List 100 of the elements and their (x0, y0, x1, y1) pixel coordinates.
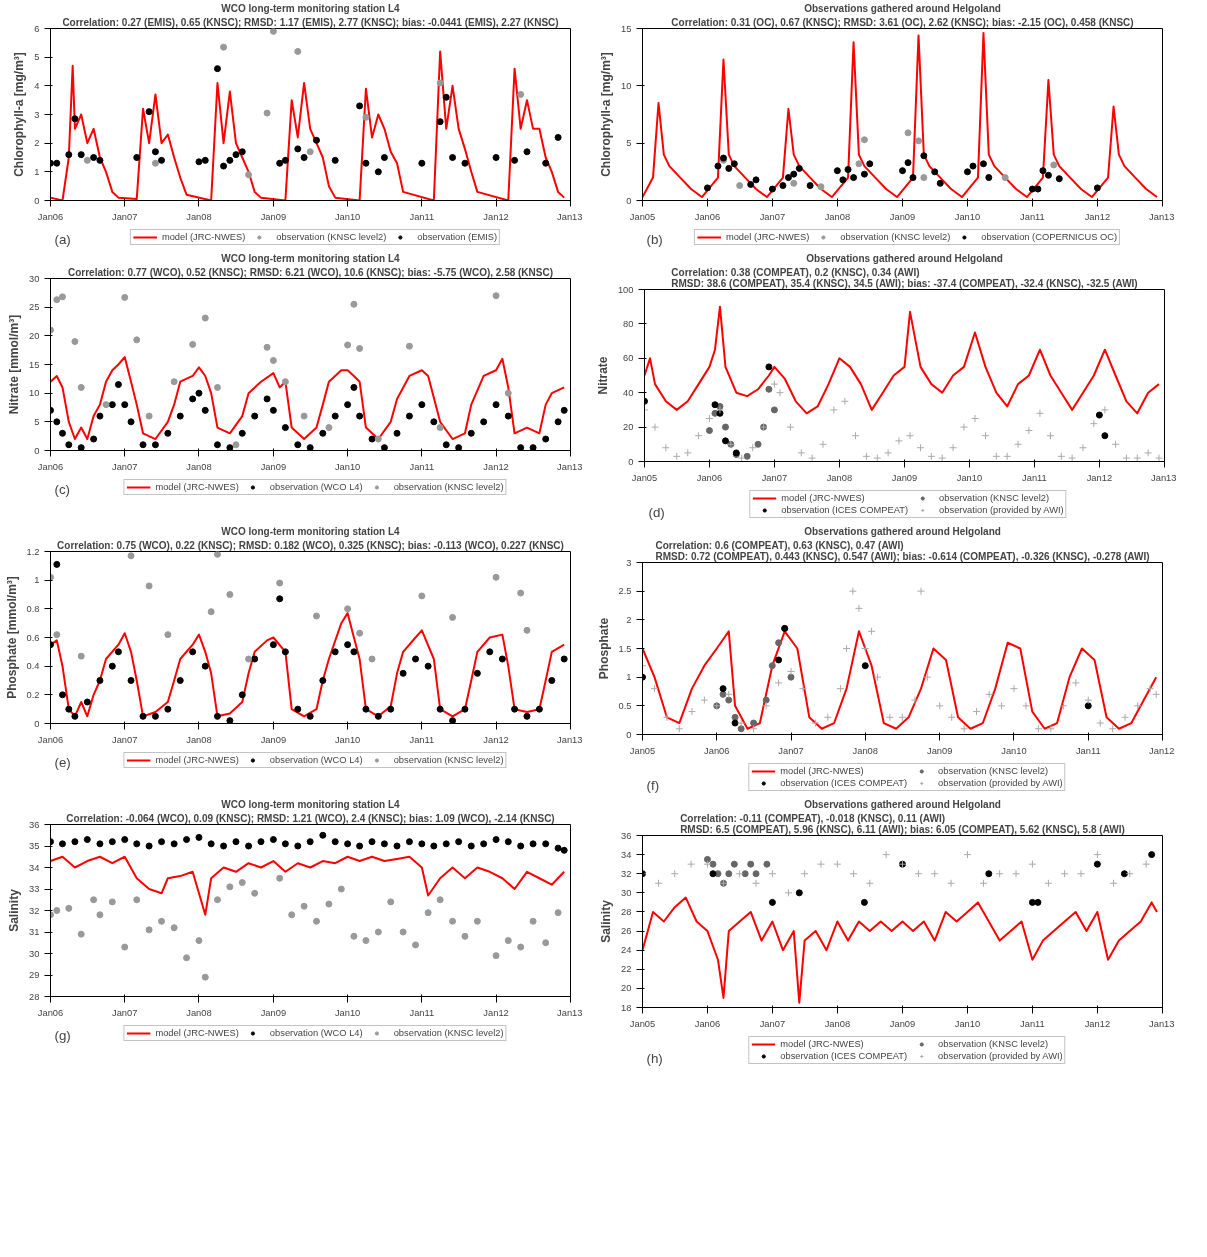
chart-title: WCO long-term monitoring station L4 (221, 3, 401, 14)
legend-label: observation (KNSC level2) (393, 482, 504, 492)
x-tick-label: Jan09 (927, 745, 953, 756)
x-tick-label: Jan06 (37, 211, 64, 222)
legend-label: observation (WCO L4) (269, 755, 363, 765)
x-tick-label: Jan12 (1084, 211, 1111, 222)
y-tick-label: 60 (623, 353, 634, 364)
x-tick-label: Jan08 (186, 211, 212, 222)
legend-label: observation (KNSC level2) (939, 493, 1050, 503)
y-tick-label: 30 (621, 887, 632, 898)
x-tick-label: Jan09 (260, 1007, 287, 1018)
y-tick-label: 2.5 (618, 586, 632, 597)
y-tick-label: 1 (34, 575, 40, 586)
y-tick-label: 1.2 (26, 546, 40, 557)
legend-label: observation (EMIS) (417, 232, 498, 242)
x-tick-label: Jan10 (954, 1018, 981, 1029)
x-tick-label: Jan12 (483, 1007, 509, 1018)
y-tick-label: 0.8 (26, 603, 40, 614)
chart-subtitle: Correlation: 0.38 (COMPEAT), 0.2 (KNSC), 0.34 (AWI) RMSD: 38.6 (COMPEAT), 35.4 (KNSC), 34.5 (AWI); bias: -37.4 (COMPEAT), -32.4 (KNSC), -32.5 (AWI) (671, 267, 1138, 289)
y-tick-label: 34 (621, 849, 632, 860)
x-tick-label: Jan11 (409, 1007, 435, 1018)
y-tick-label: 0 (34, 718, 40, 729)
x-tick-label: Jan09 (891, 472, 918, 483)
y-tick-label: 5 (34, 416, 40, 427)
chart-title: WCO long-term monitoring station L4 (221, 253, 401, 264)
y-tick-label: 0.2 (26, 689, 40, 700)
text: (d) (648, 504, 665, 520)
chart-subtitle: Correlation: -0.064 (WCO), 0.09 (KNSC); RMSD: 1.21 (WCO), 2.4 (KNSC); bias: 1.09 (WCO), -2.14 (KNSC) (66, 813, 555, 824)
x-tick-label: Jan12 (483, 211, 509, 222)
x-tick-label: Jan13 (557, 461, 583, 472)
x-tick-label: Jan10 (334, 461, 361, 472)
x-tick-label: Jan12 (483, 734, 509, 745)
y-tick-label: 0 (628, 456, 634, 467)
y-tick-label: 0 (34, 445, 40, 456)
y-tick-label: 15 (621, 23, 632, 34)
x-tick-label: Jan13 (1149, 1018, 1175, 1029)
y-tick-label: 10 (29, 388, 40, 399)
legend-label: observation (provided by AWI) (939, 505, 1064, 515)
x-tick-label: Jan06 (694, 1018, 721, 1029)
x-tick-label: Jan07 (112, 211, 138, 222)
y-tick-label: 5 (626, 138, 632, 149)
chart-title: Observations gathered around Helgoland (806, 253, 1003, 264)
x-tick-label: Jan07 (112, 461, 138, 472)
chart-subtitle: Correlation: 0.6 (COMPEAT), 0.63 (KNSC), 0.47 (AWI) RMSD: 0.72 (COMPEAT), 0.443 (KNSC), 0.547 (AWI); bias: -0.614 (COMPEAT), -0.326 (KNSC), -0.278 (AWI) (655, 540, 1150, 562)
x-tick-label: Jan08 (826, 472, 853, 483)
x-tick-label: Jan07 (112, 1007, 138, 1018)
y-tick-label: 0 (34, 195, 40, 206)
legend-label: observation (ICES COMPEAT) (780, 1051, 908, 1061)
x-tick-label: Jan11 (409, 461, 435, 472)
y-tick-label: 31 (29, 927, 40, 937)
y-tick-label: 26 (621, 926, 632, 937)
legend-label: observation (ICES COMPEAT) (780, 778, 908, 788)
y-tick-label: 20 (623, 422, 634, 433)
y-tick-label: 80 (623, 318, 634, 329)
y-tick-label: 2 (626, 614, 632, 625)
x-tick-label: Jan08 (186, 461, 212, 472)
chart-title: Observations gathered around Helgoland (804, 3, 1001, 14)
legend-label: observation (WCO L4) (269, 1028, 363, 1038)
y-tick-label: 20 (621, 983, 632, 994)
y-tick-label: 1 (626, 672, 632, 683)
x-tick-label: Jan06 (696, 472, 723, 483)
text: (b) (646, 231, 663, 247)
y-tick-label: 20 (29, 330, 40, 341)
x-tick-label: Jan11 (1022, 472, 1047, 483)
legend-label: model (JRC-NWES) (161, 232, 246, 242)
x-tick-label: Jan08 (824, 1018, 851, 1029)
legend-label: observation (KNSC level2) (276, 232, 387, 242)
x-tick-label: Jan05 (629, 745, 656, 756)
legend-label: model (JRC-NWES) (155, 1028, 239, 1038)
x-tick-label: Jan07 (778, 745, 804, 756)
y-tick-label: 2 (34, 138, 40, 149)
y-axis-title: Chlorophyll-a [mg/m³] (599, 52, 614, 177)
x-tick-label: Jan06 (37, 734, 64, 745)
legend-label: observation (WCO L4) (269, 482, 363, 492)
y-axis-title: Nitrate [mmol/m³] (7, 314, 22, 415)
x-tick-label: Jan09 (260, 461, 287, 472)
x-tick-label: Jan05 (629, 211, 656, 222)
x-tick-label: Jan09 (889, 211, 916, 222)
x-tick-label: Jan05 (629, 1018, 656, 1029)
chart-subtitle: Correlation: 0.75 (WCO), 0.22 (KNSC); RMSD: 0.182 (WCO), 0.325 (KNSC); bias: -0.113 (WCO), 0.227 (KNSC) (57, 540, 564, 551)
x-tick-label: Jan12 (1086, 472, 1113, 483)
x-tick-label: Jan08 (852, 745, 878, 756)
x-tick-label: Jan12 (1084, 1018, 1111, 1029)
chart-subtitle: Correlation: 0.31 (OC), 0.67 (KNSC); RMSD: 3.61 (OC), 2.62 (KNSC); bias: -2.15 (OC), 0.458 (KNSC) (671, 17, 1134, 28)
y-tick-label: 28 (621, 906, 632, 917)
chart-title: Observations gathered around Helgoland (804, 799, 1001, 810)
x-tick-label: Jan09 (260, 211, 287, 222)
chart-subtitle: Correlation: 0.27 (EMIS), 0.65 (KNSC); RMSD: 1.17 (EMIS), 2.77 (KNSC); bias: -0.0441 (EMIS), 2.27 (KNSC) (62, 17, 559, 28)
x-tick-label: Jan13 (557, 211, 583, 222)
legend-label: observation (KNSC level2) (840, 232, 951, 242)
y-tick-label: 28 (29, 991, 40, 1002)
legend-label: model (JRC-NWES) (155, 482, 239, 492)
text: (h) (646, 1050, 663, 1066)
y-tick-label: 5 (34, 52, 40, 63)
y-tick-label: 18 (621, 1002, 632, 1013)
y-axis-title: Phosphate [mmol/m³] (4, 576, 19, 699)
text: (g) (54, 1027, 71, 1043)
x-tick-label: Jan13 (1151, 472, 1177, 483)
x-tick-label: Jan12 (1149, 745, 1175, 756)
y-tick-label: 35 (29, 841, 40, 851)
